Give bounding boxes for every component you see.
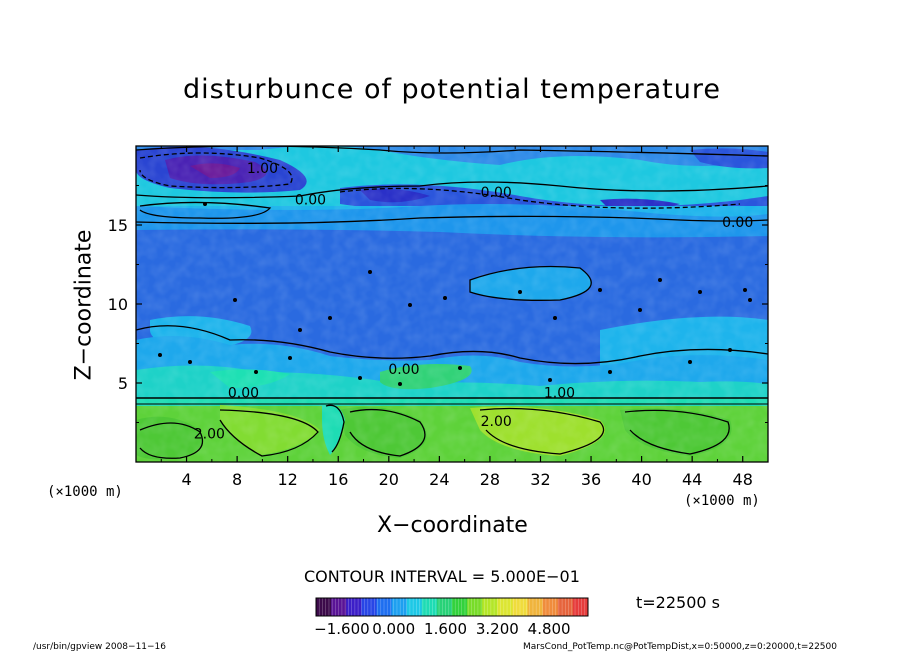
x-tick-label: 16 [328, 470, 348, 489]
x-tick-label: 40 [631, 470, 651, 489]
colorbar-tick-label: 1.600 [424, 620, 467, 638]
x-tick-label: 8 [232, 470, 242, 489]
colorbar-swatch [331, 598, 347, 616]
colorbar-tick-label: −1.600 [314, 620, 370, 638]
contour-label: 2.00 [194, 427, 225, 443]
x-axis-label: X−coordinate [377, 513, 528, 538]
contour-label: 0.00 [228, 385, 259, 401]
colorbar-swatch [436, 598, 453, 616]
contour-label: 0.00 [295, 193, 326, 209]
colorbar-swatch [527, 598, 544, 616]
x-axis: 4 8 12 16 20 24 28 32 36 40 44 48 [160, 146, 753, 489]
colorbar-swatch [467, 598, 483, 616]
colorbar-tick-label: 0.000 [372, 620, 415, 638]
contour-interval-label: CONTOUR INTERVAL = 5.000E−01 [304, 567, 580, 586]
x-tick-label: 28 [480, 470, 500, 489]
x-tick-label: 48 [733, 470, 753, 489]
colorbar-swatch [542, 598, 559, 616]
colorbar-swatch [421, 598, 438, 616]
colorbar-swatch [482, 598, 498, 616]
y-axis: 5 10 15 [108, 185, 768, 423]
colorbar-tick-label: 3.200 [476, 620, 519, 638]
x-tick-label: 20 [379, 470, 399, 489]
colorbar-swatch [346, 598, 362, 616]
x-tick-label: 4 [181, 470, 191, 489]
x-tick-label: 44 [682, 470, 702, 489]
colorbar-swatch [512, 598, 529, 616]
x-tick-label: 32 [530, 470, 550, 489]
colorbar-swatch [376, 598, 393, 616]
colorbar-swatch [497, 598, 513, 616]
chart-title: disturbunce of potential temperature [183, 74, 721, 105]
heatmap-field: 1.00 0.00 0.00 0.00 0.00 0.00 1.00 2.00 2.00 [136, 146, 768, 462]
contour-label: 1.00 [544, 385, 575, 401]
colorbar-swatch [391, 598, 408, 616]
colorbar-swatch [557, 598, 574, 616]
x-unit-left: (×1000 m) [47, 484, 123, 500]
y-tick-label: 15 [108, 216, 128, 235]
x-unit-right: (×1000 m) [684, 493, 760, 509]
contour-label: 0.00 [722, 215, 753, 231]
colorbar-swatch [572, 598, 589, 616]
x-tick-label: 36 [581, 470, 601, 489]
colorbar-tick-label: 4.800 [528, 620, 571, 638]
x-tick-label: 12 [278, 470, 298, 489]
y-tick-label: 10 [108, 295, 128, 314]
contour-label: 0.00 [388, 362, 419, 378]
colorbar-swatch [406, 598, 423, 616]
contour-label: 1.00 [247, 161, 278, 177]
footer-left: /usr/bin/gpview 2008−11−16 [33, 642, 167, 652]
contour-label: 2.00 [481, 414, 512, 430]
time-label: t=22500 s [636, 593, 720, 612]
colorbar-frame [315, 597, 589, 617]
contour-label: 0.00 [481, 185, 512, 201]
colorbar-swatch [361, 598, 377, 616]
colorbar: −1.600 0.000 1.600 3.200 4.800 [314, 597, 589, 638]
contour-dots [158, 202, 752, 386]
y-tick-label: 5 [118, 374, 128, 393]
y-axis-label: Z−coordinate [71, 229, 97, 381]
colorbar-swatch [452, 598, 468, 616]
footer-right: MarsCond_PotTemp.nc@PotTempDist,x=0:5000… [523, 642, 837, 652]
colorbar-swatch [316, 598, 332, 616]
x-tick-label: 24 [429, 470, 449, 489]
